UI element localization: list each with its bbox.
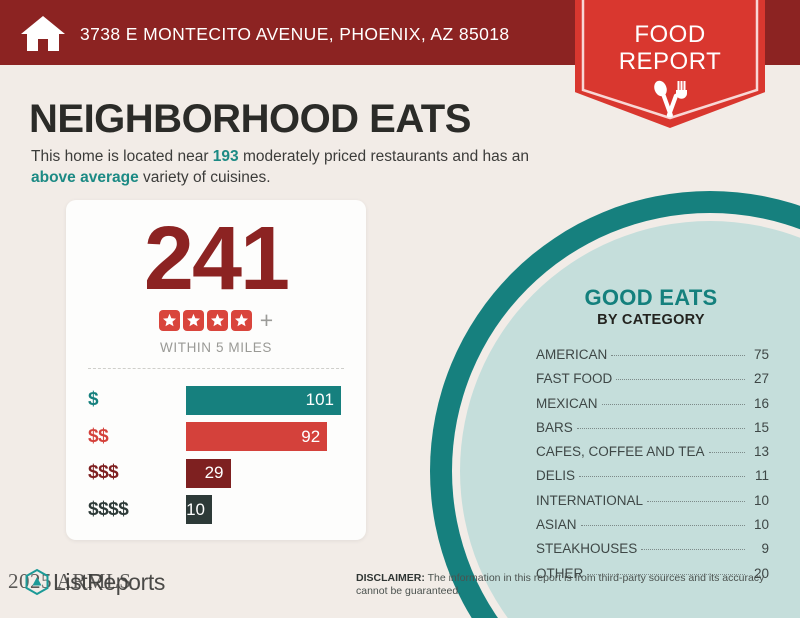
bar-value: 101 [186,385,341,415]
bar-row: $101 [88,382,366,419]
bar-track: 29 [186,455,366,492]
leader-dots [708,446,745,454]
badge-title-line1: FOOD [634,21,706,48]
category-name: OTHER [536,565,584,581]
house-icon [21,16,65,51]
category-count: 13 [753,444,769,460]
disclaimer-label: DISCLAIMER: [356,572,425,584]
leader-dots [611,349,745,356]
restaurant-stat-card: 241 + WITHIN 5 MILES $101 $$ 92 $$$ 29 $$$$ 10 [66,200,366,540]
listreports-logo-text: ListReports [53,568,165,595]
category-row: FAST FOOD 27 [536,371,769,395]
category-name: AMERICAN [536,347,608,362]
badge-title-line2: REPORT [618,48,722,75]
food-report-badge: FOOD REPORT [575,0,765,128]
category-name: CAFES, COFFEE AND TEA [536,444,705,460]
category-name: FAST FOOD [536,371,613,387]
leader-dots [580,519,745,527]
subtitle-part3: variety of cuisines. [138,169,271,186]
bar-category-label: $ [88,389,99,411]
category-count: 16 [753,395,769,411]
category-row: INTERNATIONAL 10 [536,493,769,517]
bar-value: 29 [186,458,231,488]
category-name: MEXICAN [536,395,598,411]
bar-category-label: $$$ [88,462,119,484]
bar-row: $$$$ 10 [88,492,366,529]
star-plus-sign: + [259,307,274,333]
category-name: INTERNATIONAL [536,492,644,508]
page-subtitle: This home is located near 193 moderately… [31,146,571,188]
badge-inner-outline [581,0,759,120]
bar-row: $$ 92 [88,419,366,456]
star-badge [158,310,180,331]
category-count: 11 [754,468,769,484]
subtitle-highlight-count: 193 [212,148,239,165]
category-row: OTHER 20 [536,566,769,590]
bar-value: 10 [186,495,212,525]
category-row: BARS 15 [536,420,769,444]
category-count: 75 [753,347,769,362]
category-row: DELIS 11 [536,468,769,492]
subtitle-highlight-variety: above average [31,169,139,186]
subtitle-part1: This home is located near [31,148,213,165]
category-count: 10 [753,492,769,508]
subtitle-part2: moderately priced restaurants and has an [238,148,530,165]
bar-category-label: $$$$ [88,498,129,520]
bar-track: 10 [186,492,366,529]
good-eats-subtitle: BY CATEGORY [597,312,705,328]
category-row: ASIAN 10 [536,517,769,541]
star-badge [182,310,204,331]
good-eats-title: GOOD EATS [584,285,718,310]
disclaimer: DISCLAIMER: The information in this repo… [356,572,780,598]
within-radius-label: WITHIN 5 MILES [160,340,272,355]
listreports-logo: ListReports [24,568,165,596]
star-rating: + [66,307,366,333]
bar-track: 101 [186,382,366,419]
badge-title: FOOD REPORT [575,21,765,75]
leader-dots [587,568,745,575]
category-name: STEAKHOUSES [536,541,638,557]
star-badge [230,310,252,331]
bar-row: $$$ 29 [88,455,366,492]
category-row: AMERICAN 75 [536,347,769,371]
category-name: DELIS [536,468,576,484]
card-divider [88,368,344,369]
category-count: 9 [761,541,769,557]
disclaimer-text: The information in this report is from t… [356,572,765,597]
spoon-fork-icon [654,80,687,118]
bar-track: 92 [186,419,366,456]
category-row: CAFES, COFFEE AND TEA 13 [536,444,769,468]
leader-dots [616,373,745,381]
bar-value: 92 [186,422,328,452]
total-restaurant-count: 241 [143,209,290,309]
price-range-bar-chart: $101 $$ 92 $$$ 29 $$$$ 10 [66,382,366,528]
leader-dots [601,398,745,405]
category-count: 20 [753,565,769,581]
category-row: MEXICAN 16 [536,396,769,420]
star-badge [206,310,228,331]
good-eats-list: AMERICAN 75 FAST FOOD 27 MEXICAN 16 BARS 15 CAFE… [520,347,782,590]
category-count: 10 [753,517,769,533]
good-eats-panel: GOOD EATS BY CATEGORY AMERICAN 75 FAST FOO… [520,286,782,590]
leader-dots [576,422,745,429]
category-name: ASIAN [536,517,577,533]
property-address: 3738 E MONTECITO AVENUE, PHOENIX, AZ 850… [80,24,510,44]
leader-dots [579,470,745,478]
category-count: 15 [753,419,769,435]
category-count: 27 [753,371,769,387]
category-name: BARS [536,419,573,435]
leader-dots [641,543,745,551]
bar-category-label: $$ [88,425,109,447]
page-title: NEIGHBORHOOD EATS [29,97,471,141]
leader-dots [647,495,745,502]
pentagon-house-icon [25,568,49,596]
category-row: STEAKHOUSES 9 [536,541,769,565]
